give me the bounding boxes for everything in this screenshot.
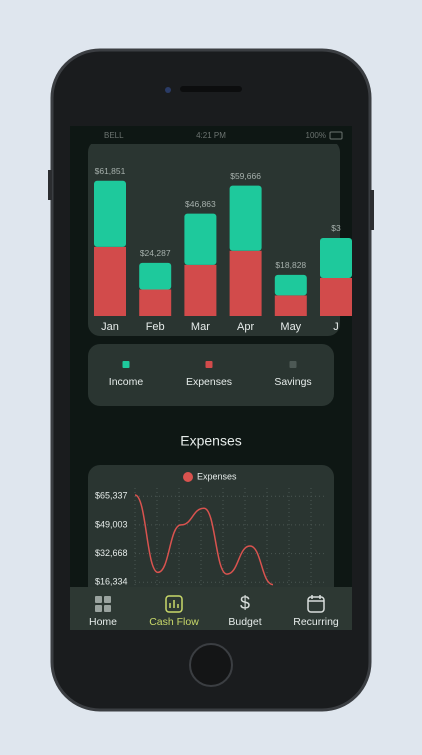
- line: [134, 494, 274, 586]
- bar-segment: [94, 180, 126, 247]
- y-tick-label: $49,003: [95, 519, 128, 529]
- bar-segment: [274, 274, 307, 296]
- camera: [165, 87, 171, 93]
- legend-swatch: [122, 361, 130, 368]
- cash-flow-icon: [165, 595, 183, 613]
- bar-segment: [94, 246, 126, 316]
- tab-label[interactable]: Recurring: [293, 616, 339, 628]
- x-tick-label: May: [280, 321, 301, 333]
- x-tick-label: Apr: [237, 321, 254, 333]
- budget-icon: $: [240, 593, 250, 613]
- bar-segment: [274, 295, 307, 316]
- speaker: [180, 86, 242, 92]
- bar-segment: [139, 289, 172, 316]
- total-label: $24,287: [140, 248, 171, 258]
- total-label: $3: [331, 223, 341, 233]
- tab-label[interactable]: Cash Flow: [149, 616, 199, 628]
- total-label: $61,851: [95, 166, 126, 176]
- screen-content: Expenses $61,851 Jan $24,287 Feb $46,863 Mar $…: [88, 140, 352, 630]
- status-bar: [70, 126, 352, 144]
- home-button[interactable]: [189, 643, 233, 687]
- legend-label: Savings: [274, 376, 311, 388]
- home-icon: [95, 596, 111, 612]
- tab-label[interactable]: Budget: [228, 616, 261, 628]
- legend-label: Expenses: [197, 471, 237, 481]
- tab-label[interactable]: Home: [89, 616, 117, 628]
- bar-segment: [229, 250, 262, 316]
- bar-segment: [184, 264, 217, 316]
- section-title: Expenses: [180, 433, 241, 449]
- battery-icon: [329, 131, 343, 140]
- total-label: $46,863: [185, 199, 216, 209]
- legend-label: Expenses: [186, 376, 232, 388]
- x-tick-label: Mar: [191, 321, 210, 333]
- bar-segment: [139, 262, 172, 290]
- total-label: $59,666: [230, 171, 261, 181]
- side-button: [48, 170, 52, 200]
- legend-swatch: [289, 361, 297, 368]
- y-tick-label: $16,334: [95, 577, 128, 587]
- total-label: $18,828: [275, 260, 306, 270]
- bar-segment: [320, 277, 352, 316]
- legend-label: Income: [109, 376, 144, 388]
- legend-swatch: [205, 361, 213, 368]
- battery: 100%: [306, 131, 326, 140]
- bar-segment: [184, 213, 217, 265]
- y-tick-label: $65,337: [95, 491, 128, 501]
- tab-bar: [70, 587, 352, 630]
- recurring-icon: [307, 595, 325, 613]
- carrier: BELL: [104, 131, 124, 140]
- clock: 4:21 PM: [196, 131, 226, 140]
- legend-card: [88, 344, 334, 406]
- bar-segment: [320, 237, 352, 278]
- x-tick-label: Feb: [146, 321, 165, 333]
- y-tick-label: $32,668: [95, 548, 128, 558]
- bar-segment: [229, 185, 262, 251]
- x-tick-label: J: [333, 321, 339, 333]
- legend-swatch: [183, 472, 193, 482]
- x-tick-label: Jan: [101, 321, 119, 333]
- side-button: [370, 190, 374, 230]
